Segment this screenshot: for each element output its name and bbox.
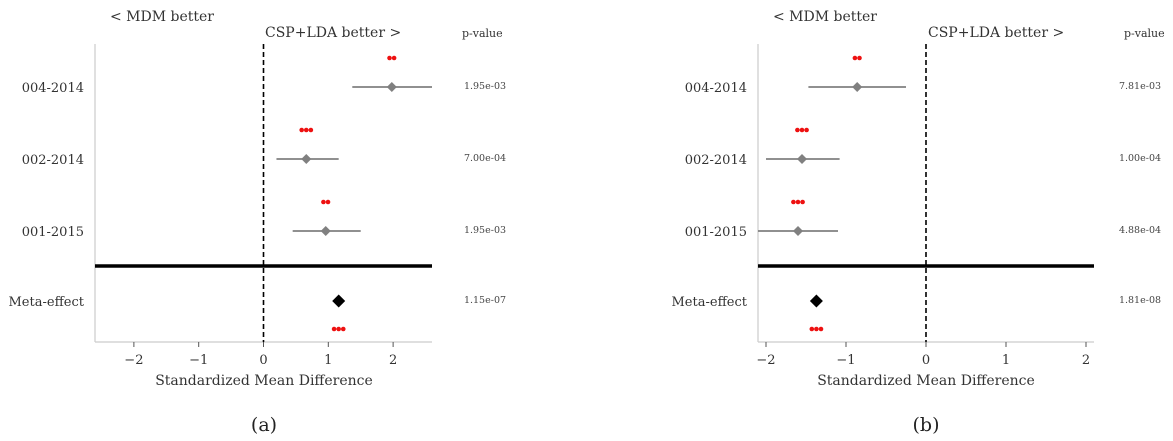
significance-star xyxy=(795,199,801,205)
significance-star xyxy=(308,127,314,133)
study-label: 001-2015 xyxy=(685,225,747,240)
panel-a: < MDM better CSP+LDA better > p-value −2… xyxy=(9,9,507,436)
significance-star xyxy=(852,55,858,61)
p-value-label: 4.88e-04 xyxy=(1119,225,1161,236)
significance-star xyxy=(391,55,397,61)
p-value-label: 1.15e-07 xyxy=(464,295,506,306)
x-tick-label: −1 xyxy=(189,353,208,368)
x-tick-label: 2 xyxy=(389,353,397,368)
significance-star xyxy=(818,326,824,332)
study-label: 001-2015 xyxy=(22,225,84,240)
pvalue-header: p-value xyxy=(462,27,503,40)
study-effect-marker xyxy=(320,226,331,236)
meta-effect-marker xyxy=(809,294,823,308)
significance-star xyxy=(804,127,809,133)
significance-star xyxy=(321,199,326,205)
study-label: 004-2014 xyxy=(685,81,747,96)
x-tick-label: −2 xyxy=(124,353,143,368)
p-value-label: 1.00e-04 xyxy=(1119,153,1161,164)
study-effect-marker xyxy=(386,82,397,92)
x-tick-label: 0 xyxy=(922,353,930,368)
study-effect-marker xyxy=(852,82,863,92)
significance-star xyxy=(325,199,331,205)
study-label: 002-2014 xyxy=(22,153,84,168)
p-value-label: 7.81e-03 xyxy=(1119,81,1161,92)
significance-star xyxy=(331,326,337,332)
panel-caption: (b) xyxy=(913,414,940,436)
plot-area: −2 −1 0 1 2 004-2014 7.81e-03 002-2014 1.00e-04 0… xyxy=(672,44,1161,368)
meta-effect-label: Meta-effect xyxy=(672,295,748,310)
x-axis-label: Standardized Mean Difference xyxy=(155,373,373,389)
significance-star xyxy=(800,199,805,205)
x-tick-label: −1 xyxy=(836,353,855,368)
meta-effect-label: Meta-effect xyxy=(9,295,85,310)
significance-star xyxy=(857,55,862,61)
p-value-label: 7.00e-04 xyxy=(464,153,506,164)
p-value-label: 1.95e-03 xyxy=(464,81,506,92)
left-better-label: < MDM better xyxy=(773,9,877,25)
right-better-label: CSP+LDA better > xyxy=(265,25,401,41)
right-better-label: CSP+LDA better > xyxy=(928,25,1064,41)
study-effect-marker xyxy=(793,226,803,236)
significance-star xyxy=(387,55,392,61)
study-effect-marker xyxy=(301,154,312,164)
x-tick-label: −2 xyxy=(756,353,775,368)
study-effect-marker xyxy=(797,154,807,164)
significance-star xyxy=(336,326,341,332)
x-axis-label: Standardized Mean Difference xyxy=(817,373,1035,389)
plot-area: −2 −1 0 1 2 004-2014 1.95e-03 002-2014 7.00e-04 0… xyxy=(9,44,506,368)
left-better-label: < MDM better xyxy=(110,9,214,25)
panel-caption: (a) xyxy=(251,414,277,436)
x-tick-label: 2 xyxy=(1082,353,1090,368)
x-tick-label: 1 xyxy=(1002,353,1010,368)
panel-b: < MDM better CSP+LDA better > p-value −2… xyxy=(672,9,1165,436)
significance-star xyxy=(303,127,309,133)
significance-star xyxy=(340,326,346,332)
x-tick-label: 0 xyxy=(259,353,267,368)
significance-star xyxy=(809,326,815,332)
significance-star xyxy=(799,127,805,133)
significance-star xyxy=(814,326,819,332)
x-tick-label: 1 xyxy=(324,353,332,368)
p-value-label: 1.81e-08 xyxy=(1119,295,1161,306)
p-value-label: 1.95e-03 xyxy=(464,225,506,236)
significance-star xyxy=(299,127,304,133)
study-label: 002-2014 xyxy=(685,153,747,168)
pvalue-header: p-value xyxy=(1124,27,1165,40)
significance-star xyxy=(791,199,796,205)
meta-effect-marker xyxy=(332,294,346,308)
significance-star xyxy=(795,127,800,133)
study-label: 004-2014 xyxy=(22,81,84,96)
